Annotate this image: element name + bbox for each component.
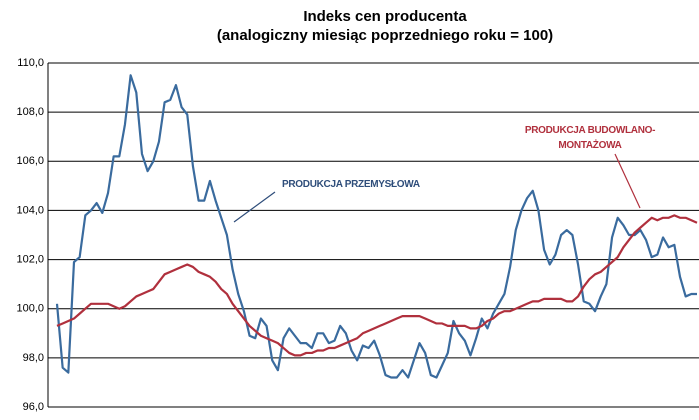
y-tick-label: 96,0 (23, 401, 44, 413)
chart-title: Indeks cen producenta (303, 8, 467, 25)
series-line (56, 214, 698, 357)
annotation: PRODUKCJA BUDOWLANO- (525, 125, 655, 136)
annotation-arrow (233, 191, 276, 223)
annotation: MONTAŻOWA (558, 138, 621, 151)
y-tick-label: 106,0 (16, 155, 44, 167)
y-tick-label: 100,0 (16, 303, 44, 315)
y-tick-label: 108,0 (16, 106, 44, 118)
plot (55, 74, 698, 379)
series-line (55, 74, 697, 379)
y-tick-label: 102,0 (16, 253, 44, 265)
annotation: PRODUKCJA PRZEMYSŁOWA (282, 179, 420, 190)
chart-title: (analogiczny miesiąc poprzedniego roku =… (217, 27, 553, 44)
grid: 96,0 98,0 100,0 102,0 104,0 106,0 108,0 110,0 (16, 57, 699, 413)
y-tick-label: 104,0 (16, 204, 44, 216)
annotation-arrow (614, 153, 641, 209)
y-tick-label: 110,0 (17, 57, 44, 69)
y-tick-label: 98,0 (23, 352, 44, 364)
